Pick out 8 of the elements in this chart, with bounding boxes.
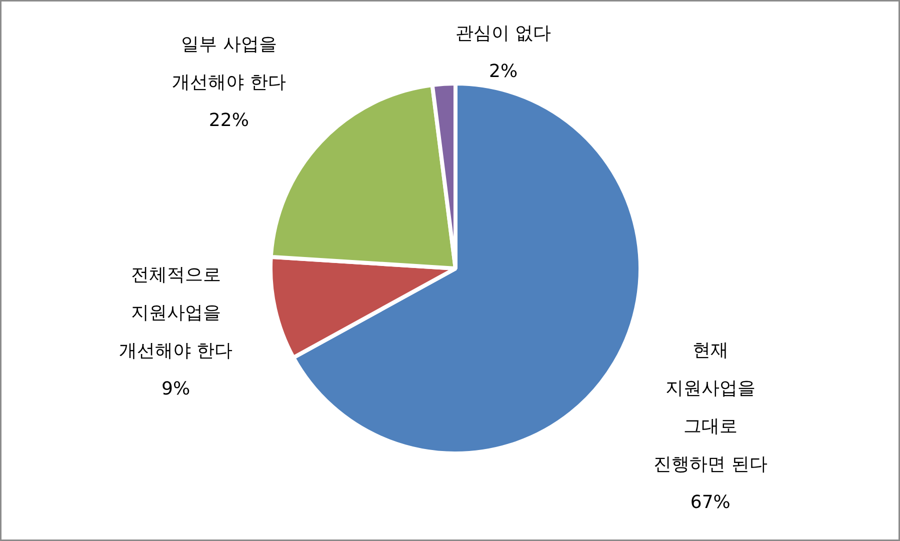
- data-label: 67%: [690, 492, 730, 513]
- data-label: 2%: [489, 61, 518, 82]
- data-label: 22%: [208, 110, 249, 131]
- data-label: 9%: [162, 378, 190, 400]
- slice-label: 일부 사업을 개선해야 한다: [172, 34, 286, 93]
- slice-label: 관심이 없다: [455, 23, 552, 44]
- slice-label: 전체적으로 지원사업을 개선해야 한다: [118, 264, 233, 362]
- slice-label: 현재 지원사업을 그대로 진행하면 된다: [654, 340, 768, 475]
